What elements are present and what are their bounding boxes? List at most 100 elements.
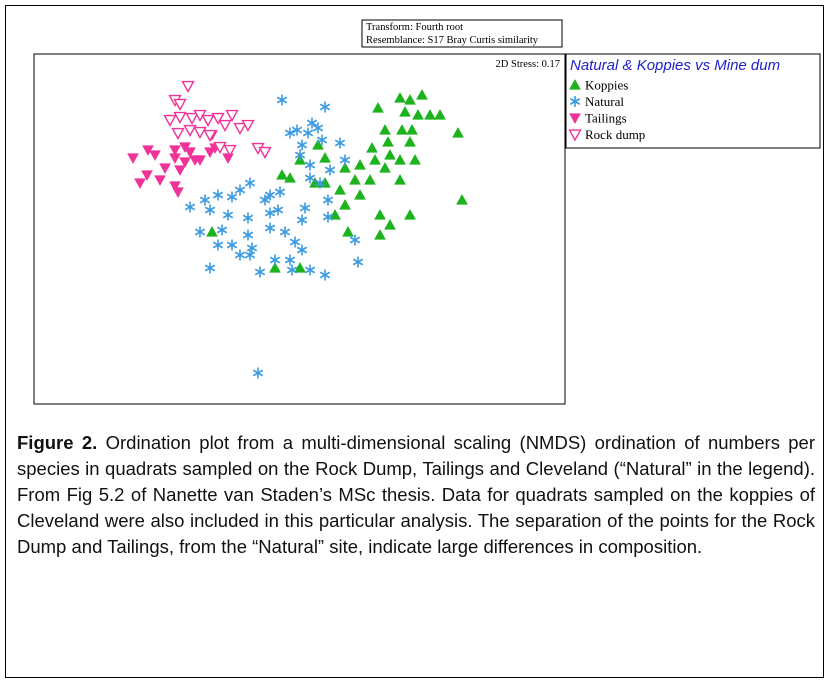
figure-border (5, 5, 824, 678)
asterisk-stroke (274, 188, 286, 196)
point (304, 159, 316, 171)
point (264, 189, 276, 201)
point (272, 204, 284, 216)
asterisk-stroke (322, 196, 334, 204)
point (269, 254, 281, 266)
asterisk-stroke (204, 264, 216, 272)
point (264, 222, 276, 234)
point (222, 153, 234, 165)
point (173, 98, 187, 111)
plot-frame (33, 53, 566, 405)
point (172, 187, 184, 199)
point (258, 146, 272, 159)
point (173, 111, 187, 124)
asterisk-stroke (304, 161, 316, 169)
point (319, 151, 331, 163)
resemblance-label: Resemblance: S17 Bray Curtis similarity (366, 35, 539, 46)
point (204, 204, 216, 216)
asterisk-stroke (304, 174, 316, 182)
point (334, 183, 346, 195)
point (354, 188, 366, 200)
point (296, 139, 308, 151)
point (324, 164, 336, 176)
asterisk-stroke (339, 156, 351, 164)
asterisk-stroke (289, 238, 301, 246)
point (372, 101, 384, 113)
point (369, 153, 381, 165)
point (234, 249, 246, 261)
asterisk-stroke (264, 224, 276, 232)
asterisk-stroke (226, 241, 238, 249)
point (212, 239, 224, 251)
point (379, 161, 391, 173)
legend-marker (569, 96, 581, 107)
point (424, 108, 436, 120)
asterisk-stroke (322, 213, 334, 221)
legend-label: Rock dump (585, 127, 645, 142)
point (322, 211, 334, 223)
asterisk-stroke (272, 206, 284, 214)
point (154, 175, 166, 187)
point (259, 194, 271, 206)
asterisk-stroke (324, 166, 336, 174)
asterisk-stroke (254, 268, 266, 276)
legend-box (565, 53, 821, 149)
asterisk-stroke (212, 241, 224, 249)
point (322, 194, 334, 206)
point (339, 161, 351, 173)
point (179, 157, 191, 169)
point (269, 261, 281, 273)
point (163, 114, 177, 127)
caption-label: Figure 2. (17, 432, 98, 453)
point (254, 266, 266, 278)
point (223, 144, 237, 157)
point (284, 254, 296, 266)
asterisk-stroke (216, 226, 228, 234)
point (276, 168, 288, 180)
asterisk-stroke (349, 236, 361, 244)
asterisk-stroke (319, 103, 331, 111)
point (171, 127, 185, 140)
point (141, 170, 153, 182)
point (159, 163, 171, 175)
legend-label: Natural (585, 94, 624, 109)
asterisk-stroke (296, 246, 308, 254)
point (234, 184, 246, 196)
point (374, 208, 386, 220)
point (339, 154, 351, 166)
point (394, 91, 406, 103)
point (246, 242, 258, 254)
point (366, 141, 378, 153)
asterisk-stroke (304, 266, 316, 274)
point (319, 269, 331, 281)
point (127, 153, 139, 165)
asterisk-stroke (334, 139, 346, 147)
point (194, 155, 206, 167)
point (384, 148, 396, 160)
asterisk-stroke (352, 258, 364, 266)
chart: Transform: Fourth root Resemblance: S17 … (33, 19, 821, 405)
legend-label: Koppies (585, 78, 628, 93)
point (242, 212, 254, 224)
point (216, 224, 228, 236)
point (174, 165, 186, 177)
point (296, 214, 308, 226)
point (204, 147, 216, 159)
point (201, 114, 215, 127)
point (199, 194, 211, 206)
legend-marker (569, 78, 581, 90)
point (406, 123, 418, 135)
point (404, 208, 416, 220)
point (184, 201, 196, 213)
asterisk-stroke (276, 96, 288, 104)
asterisk-stroke (302, 129, 314, 137)
point (179, 142, 191, 154)
point (193, 126, 207, 139)
point (306, 117, 318, 129)
point (242, 229, 254, 241)
asterisk-stroke (312, 124, 324, 132)
point (349, 234, 361, 246)
point (302, 127, 314, 139)
asterisk-stroke (296, 141, 308, 149)
point (169, 181, 181, 193)
